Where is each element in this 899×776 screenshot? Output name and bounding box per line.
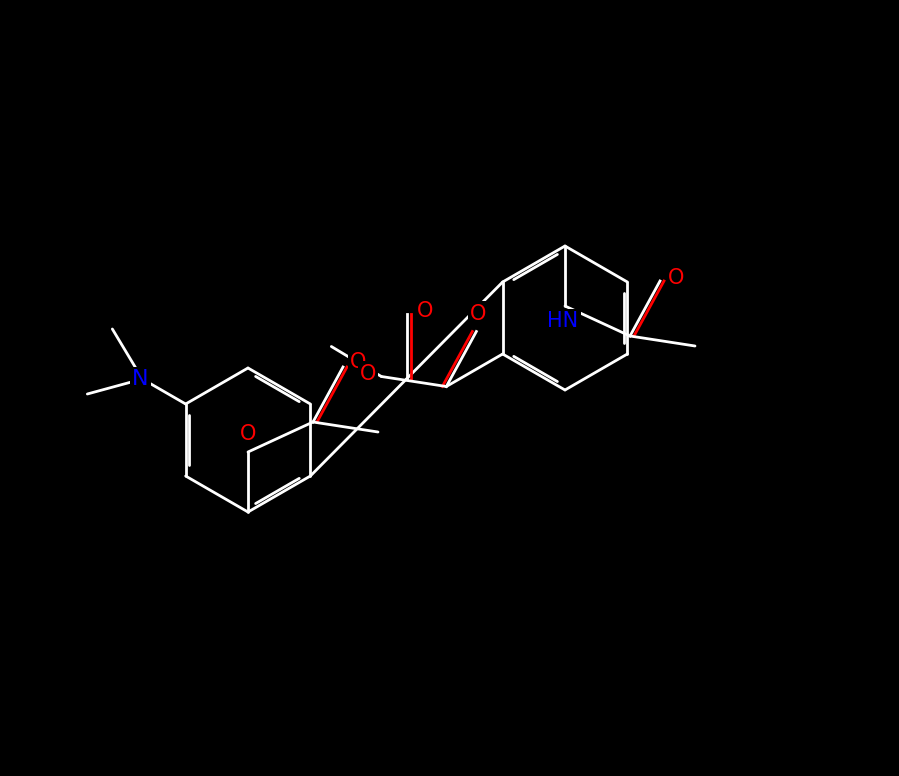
Text: O: O bbox=[360, 363, 377, 383]
Text: HN: HN bbox=[547, 311, 579, 331]
Text: O: O bbox=[470, 303, 486, 324]
Text: O: O bbox=[240, 424, 256, 444]
Text: O: O bbox=[416, 301, 433, 321]
Text: N: N bbox=[132, 369, 148, 389]
Text: O: O bbox=[668, 268, 684, 288]
Text: O: O bbox=[350, 352, 367, 372]
